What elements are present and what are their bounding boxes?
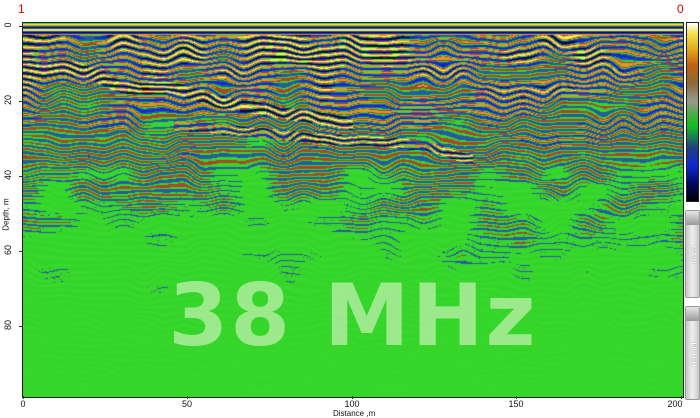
filter-slider[interactable]: FILTER xyxy=(685,306,700,400)
y-axis-label: Depth, m xyxy=(1,198,11,231)
x-tickmark xyxy=(23,396,24,399)
x-tickmark xyxy=(187,396,188,399)
left-marker: 1 xyxy=(18,2,25,16)
y-tick-80: 80 xyxy=(3,320,13,331)
radargram-plot[interactable]: 38 MHz xyxy=(22,22,684,398)
y-tick-0: 0 xyxy=(3,22,13,28)
gain-label: GAIN xyxy=(689,245,697,264)
y-tickmark xyxy=(19,101,22,102)
y-tick-40: 40 xyxy=(3,170,13,181)
y-tickmark xyxy=(19,176,22,177)
y-tick-60: 60 xyxy=(3,245,13,256)
x-tickmark xyxy=(352,396,353,399)
y-tick-20: 20 xyxy=(3,95,13,106)
filter-slider-handle[interactable] xyxy=(686,307,699,321)
right-marker: 0 xyxy=(677,2,684,16)
y-tickmark xyxy=(19,251,22,252)
gain-slider-handle[interactable] xyxy=(686,211,699,225)
gain-slider[interactable]: GAIN xyxy=(685,210,700,298)
amplitude-colorbar xyxy=(686,22,699,202)
x-axis-label: Distance ,m xyxy=(333,409,376,418)
x-tick-150: 150 xyxy=(508,399,524,409)
x-tickmark xyxy=(516,396,517,399)
y-tickmark xyxy=(19,26,22,27)
x-tick-200: 200 xyxy=(667,399,683,409)
x-tick-50: 50 xyxy=(181,399,192,409)
x-tick-0: 0 xyxy=(20,399,26,409)
filter-label: FILTER xyxy=(689,342,697,367)
frequency-label: 38 MHz xyxy=(168,266,538,366)
y-tickmark xyxy=(19,326,22,327)
x-tickmark xyxy=(681,396,682,399)
x-tick-100: 100 xyxy=(344,399,360,409)
radargram-canvas[interactable] xyxy=(23,23,683,397)
